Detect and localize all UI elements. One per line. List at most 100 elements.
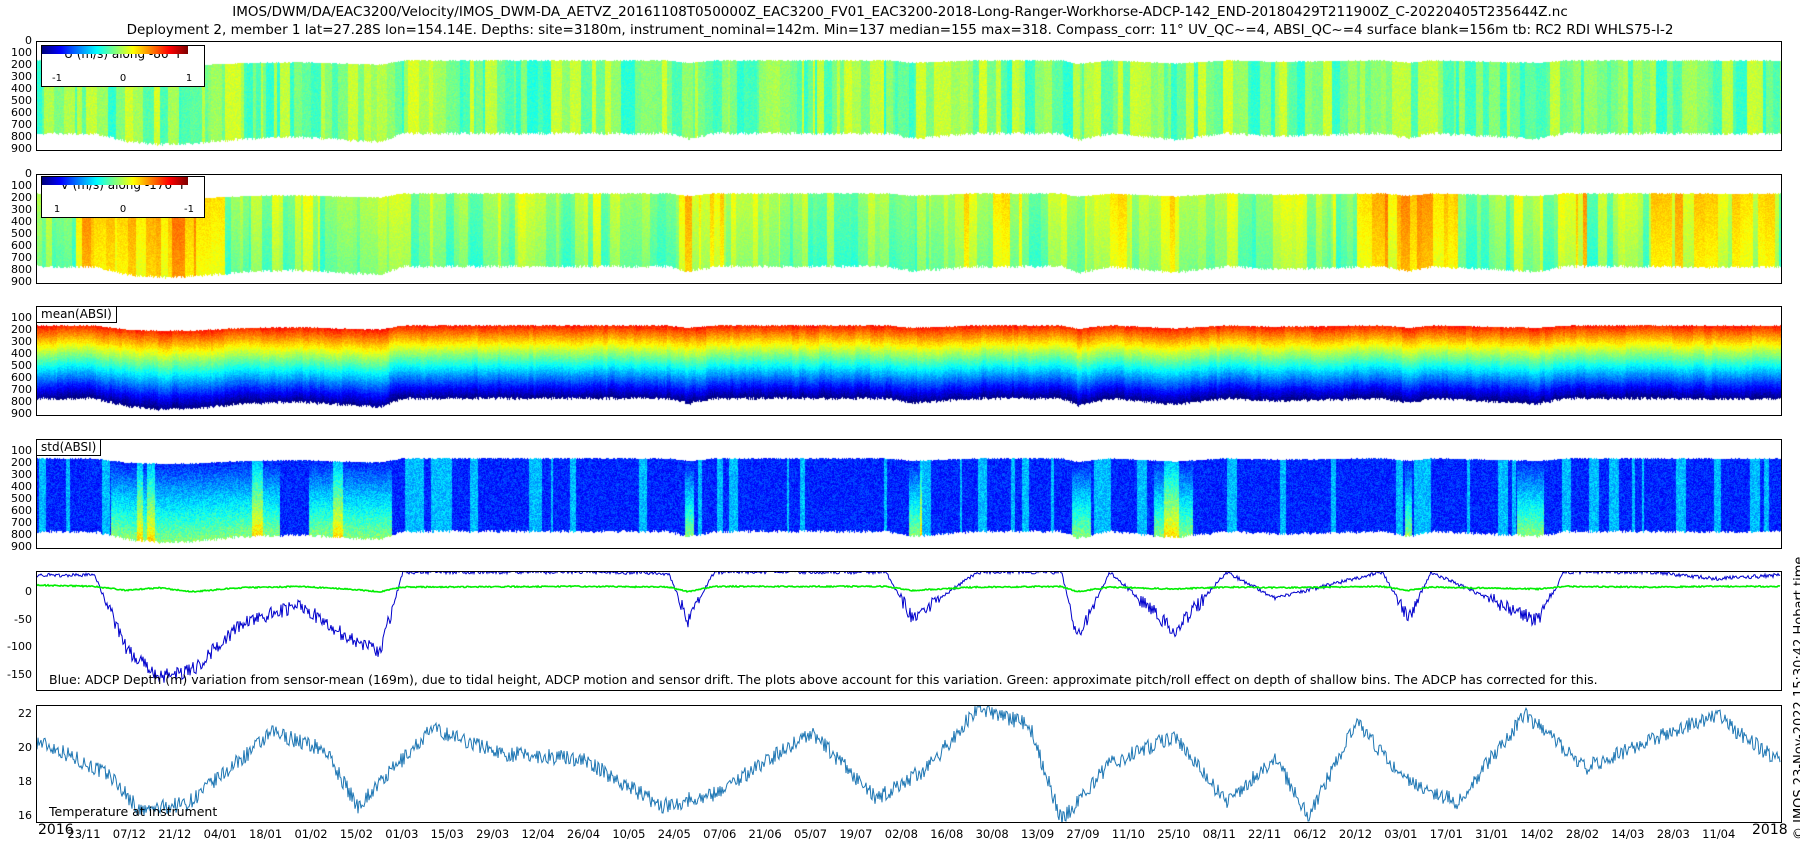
x-tick-label: 29/03 bbox=[476, 827, 510, 841]
depth-variation-note: Blue: ADCP Depth (m) variation from sens… bbox=[49, 672, 1598, 687]
y-tick: 700 bbox=[11, 118, 32, 131]
x-tick-label: 07/12 bbox=[112, 827, 146, 841]
y-tick: 0 bbox=[25, 34, 32, 47]
y-tick: 500 bbox=[11, 492, 32, 505]
y-tick: 900 bbox=[11, 275, 32, 288]
v-cb-tick: 1 bbox=[53, 204, 61, 215]
y-tick: 400 bbox=[11, 347, 32, 360]
u-velocity-panel: U (m/s) along -86°T -1 0 1 bbox=[36, 41, 1782, 151]
y-tick: 700 bbox=[11, 383, 32, 396]
y-tick: 800 bbox=[11, 130, 32, 143]
y-tick: 700 bbox=[11, 251, 32, 264]
y-tick: 300 bbox=[11, 335, 32, 348]
y-tick: 100 bbox=[11, 311, 32, 324]
y-tick: 800 bbox=[11, 263, 32, 276]
x-tick-label: 11/04 bbox=[1702, 827, 1736, 841]
credit-text: © IMOS 23-Nov-2022 15:30:42 Hobart time bbox=[1792, 556, 1800, 840]
depth-variation-plot bbox=[37, 572, 1781, 683]
x-tick-label: 11/10 bbox=[1111, 827, 1145, 841]
x-tick-label: 04/01 bbox=[203, 827, 237, 841]
y-tick: 500 bbox=[11, 227, 32, 240]
x-tick-label: 17/01 bbox=[1429, 827, 1463, 841]
y-tick: 900 bbox=[11, 407, 32, 420]
u-cb-tick: 1 bbox=[185, 73, 193, 84]
x-tick-label: 23/11 bbox=[67, 827, 101, 841]
y-tick: -150 bbox=[7, 668, 32, 681]
v-cb-tick: 0 bbox=[119, 204, 127, 215]
x-tick-label: 02/08 bbox=[884, 827, 918, 841]
x-tick-label: 15/02 bbox=[339, 827, 373, 841]
y-tick: 200 bbox=[11, 58, 32, 71]
x-tick-label: 01/03 bbox=[385, 827, 419, 841]
y-tick: 200 bbox=[11, 323, 32, 336]
y-tick: 100 bbox=[11, 179, 32, 192]
x-tick-label: 20/12 bbox=[1338, 827, 1373, 841]
y-tick: 100 bbox=[11, 46, 32, 59]
y-tick: 0 bbox=[25, 585, 32, 598]
x-tick-label: 16/08 bbox=[930, 827, 964, 841]
y-tick: 300 bbox=[11, 203, 32, 216]
y-tick: 22 bbox=[18, 707, 32, 720]
y-tick: 500 bbox=[11, 94, 32, 107]
y-tick: 200 bbox=[11, 456, 32, 469]
depth-variation-line bbox=[37, 572, 1781, 683]
y-tick: -50 bbox=[14, 613, 32, 626]
x-tick-label: 06/12 bbox=[1293, 827, 1327, 841]
x-tick-label: 14/02 bbox=[1520, 827, 1554, 841]
temperature-panel: Temperature at instrument bbox=[36, 705, 1782, 823]
y-tick: 400 bbox=[11, 480, 32, 493]
y-tick: 20 bbox=[18, 741, 32, 754]
x-tick-label: 27/09 bbox=[1066, 827, 1100, 841]
x-tick-label: 18/01 bbox=[249, 827, 283, 841]
x-tick-label: 24/05 bbox=[657, 827, 691, 841]
x-tick-label: 21/06 bbox=[748, 827, 782, 841]
v-velocity-panel: V (m/s) along -176°T 1 0 -1 bbox=[36, 174, 1782, 284]
temperature-line bbox=[37, 706, 1781, 822]
v-cb-tick: -1 bbox=[184, 204, 194, 215]
pitch-roll-line bbox=[37, 583, 1781, 594]
abs-std-panel: std(ABSI) bbox=[36, 439, 1782, 549]
x-tick-label: 28/02 bbox=[1565, 827, 1600, 841]
abs-mean-panel: mean(ABSI) bbox=[36, 306, 1782, 416]
y-tick: 900 bbox=[11, 540, 32, 553]
u-cb-tick: 0 bbox=[119, 73, 127, 84]
x-tick-label: 03/01 bbox=[1384, 827, 1418, 841]
y-tick: 800 bbox=[11, 528, 32, 541]
y-tick: 300 bbox=[11, 70, 32, 83]
abs-mean-heatmap bbox=[37, 307, 1781, 415]
temperature-plot bbox=[37, 706, 1781, 822]
v-velocity-heatmap bbox=[37, 175, 1781, 283]
chart-title-line1: IMOS/DWM/DA/EAC3200/Velocity/IMOS_DWM-DA… bbox=[232, 4, 1568, 20]
y-tick: -100 bbox=[7, 640, 32, 653]
v-colorbar: V (m/s) along -176°T 1 0 -1 bbox=[41, 176, 205, 218]
x-tick-label: 30/08 bbox=[975, 827, 1009, 841]
u-velocity-heatmap bbox=[37, 42, 1781, 150]
y-tick: 200 bbox=[11, 191, 32, 204]
x-tick-label: 08/11 bbox=[1202, 827, 1236, 841]
u-cb-tick: -1 bbox=[52, 73, 62, 84]
x-tick-label: 14/03 bbox=[1611, 827, 1645, 841]
x-tick-label: 21/12 bbox=[158, 827, 192, 841]
y-tick: 0 bbox=[25, 167, 32, 180]
x-tick-label: 31/01 bbox=[1475, 827, 1509, 841]
x-tick-label: 07/06 bbox=[703, 827, 737, 841]
x-tick-label: 12/04 bbox=[521, 827, 555, 841]
x-tick-label: 22/11 bbox=[1248, 827, 1282, 841]
abs-std-label: std(ABSI) bbox=[36, 439, 102, 456]
depth-variation-panel: Blue: ADCP Depth (m) variation from sens… bbox=[36, 571, 1782, 691]
x-tick-label: 01/02 bbox=[294, 827, 328, 841]
y-tick: 600 bbox=[11, 106, 32, 119]
x-axis-start-year: 2016 bbox=[38, 822, 74, 838]
u-colorbar: U (m/s) along -86°T -1 0 1 bbox=[41, 45, 205, 87]
x-tick-label: 28/03 bbox=[1656, 827, 1690, 841]
y-tick: 400 bbox=[11, 82, 32, 95]
x-tick-label: 26/04 bbox=[566, 827, 601, 841]
y-tick: 600 bbox=[11, 504, 32, 517]
y-tick: 700 bbox=[11, 516, 32, 529]
x-axis-end-year: 2018 bbox=[1752, 822, 1788, 838]
temperature-note: Temperature at instrument bbox=[49, 804, 218, 819]
y-tick: 16 bbox=[18, 809, 32, 822]
y-tick: 100 bbox=[11, 444, 32, 457]
y-tick: 300 bbox=[11, 468, 32, 481]
x-tick-label: 19/07 bbox=[839, 827, 873, 841]
